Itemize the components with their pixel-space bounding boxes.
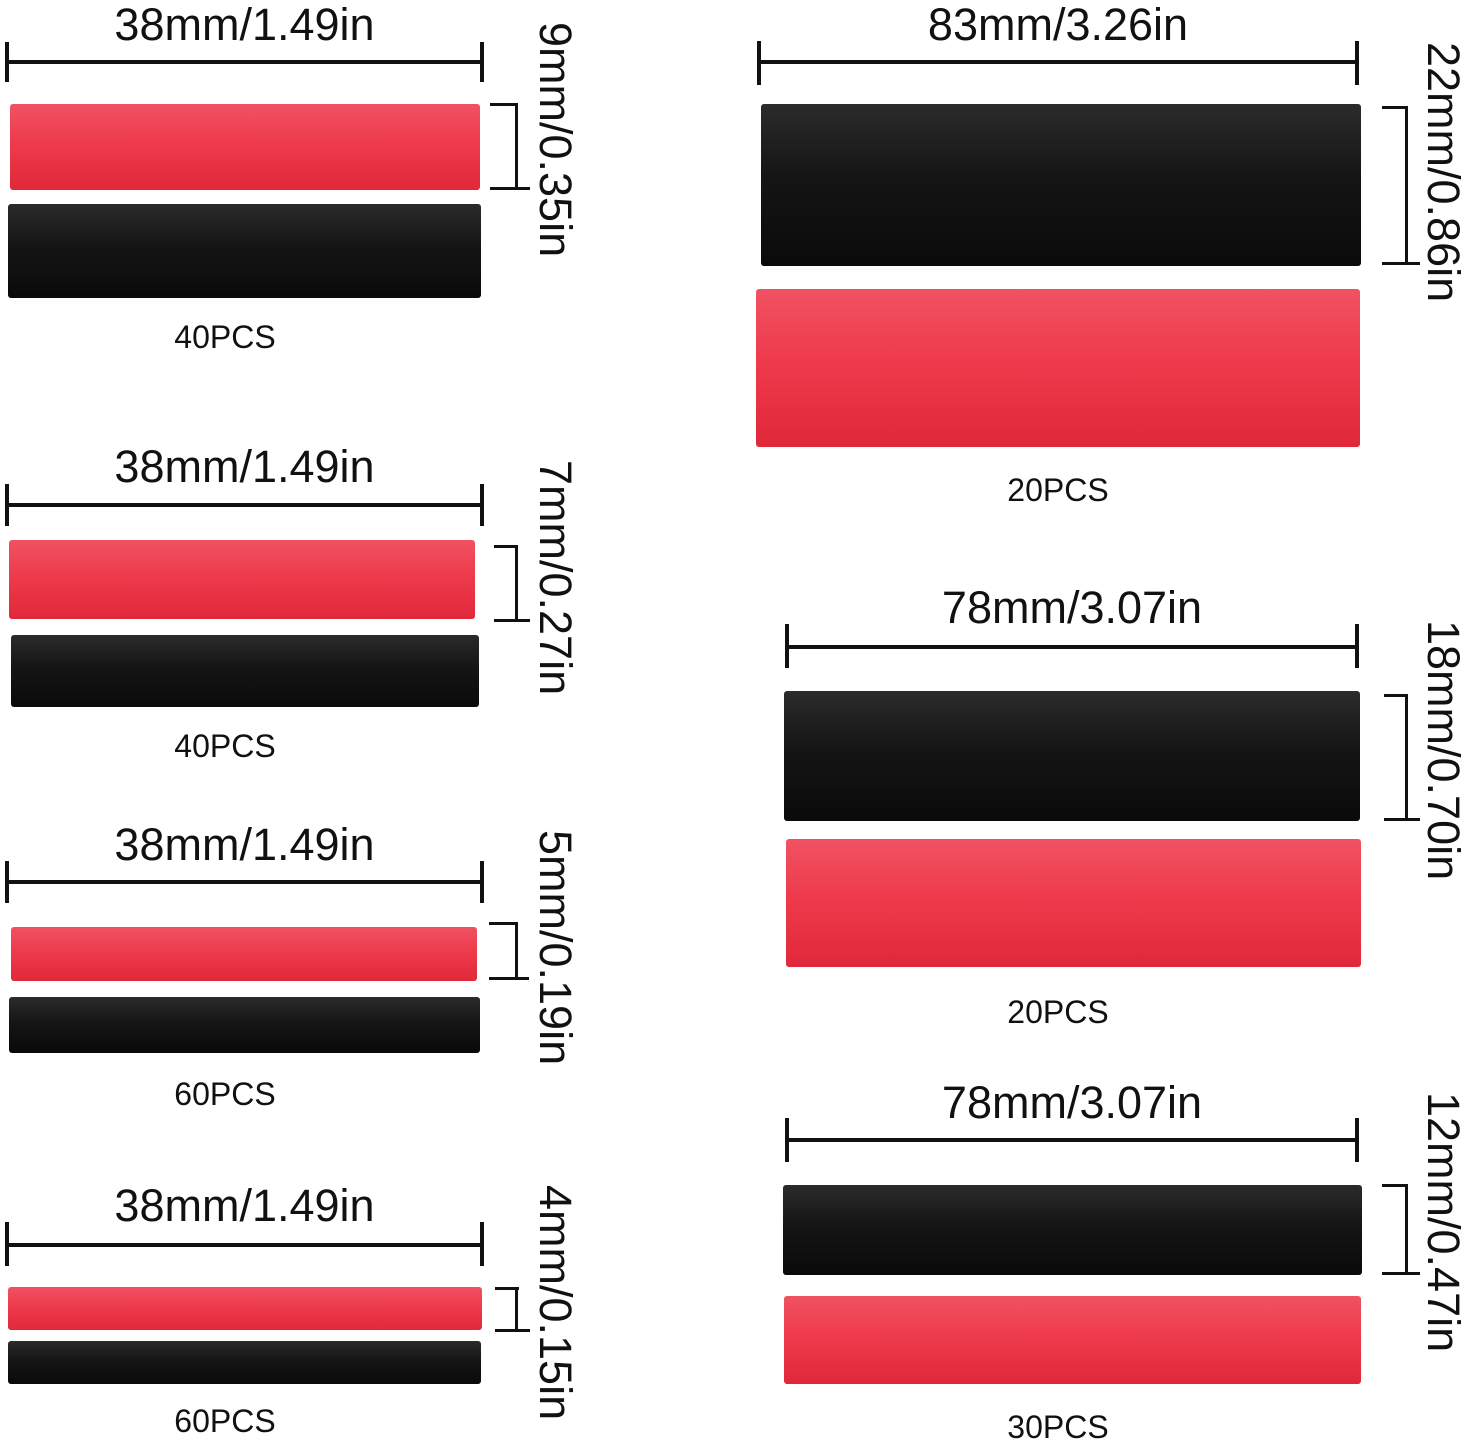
length-tick-left	[5, 1222, 9, 1266]
quantity-label: 60PCS	[174, 1403, 276, 1439]
length-label: 38mm/1.49in	[114, 441, 375, 492]
diameter-bar	[1405, 106, 1408, 264]
black-tube	[783, 1185, 1362, 1275]
diameter-tick-bottom	[489, 977, 529, 980]
length-tick-left	[5, 861, 9, 903]
length-line	[758, 60, 1358, 64]
diameter-bar	[515, 545, 518, 621]
diameter-tick-bottom	[1382, 262, 1420, 265]
diameter-tick-top	[494, 545, 518, 548]
length-tick-right	[480, 42, 484, 82]
diameter-bar	[1405, 1184, 1408, 1275]
diameter-tick-bottom	[490, 187, 530, 190]
length-tick-left	[785, 1118, 789, 1162]
length-line	[786, 645, 1358, 649]
length-label: 38mm/1.49in	[114, 1180, 375, 1231]
quantity-label: 40PCS	[174, 319, 276, 355]
black-tube	[11, 635, 479, 707]
length-label: 38mm/1.49in	[114, 819, 375, 870]
red-tube	[10, 104, 480, 190]
diameter-tick-bottom	[495, 1329, 530, 1332]
diameter-bar	[515, 922, 518, 980]
length-tick-left	[757, 41, 761, 85]
length-line	[6, 880, 483, 884]
diameter-label: 22mm/0.86in	[1418, 42, 1465, 303]
length-label: 78mm/3.07in	[941, 582, 1203, 633]
diameter-label: 7mm/0.27in	[530, 460, 581, 696]
quantity-label: 30PCS	[1007, 1409, 1109, 1445]
red-tube	[784, 1296, 1361, 1384]
length-tick-left	[785, 624, 789, 668]
diameter-tick-top	[495, 1287, 519, 1290]
black-tube	[9, 997, 480, 1053]
length-tick-left	[5, 484, 9, 526]
diameter-tick-bottom	[1384, 818, 1420, 821]
length-line	[6, 1243, 483, 1247]
quantity-label: 40PCS	[174, 728, 276, 764]
diameter-bar	[515, 1287, 518, 1332]
length-label: 83mm/3.26in	[927, 0, 1189, 50]
diameter-label: 5mm/0.19in	[530, 830, 581, 1066]
length-tick-right	[480, 1222, 484, 1266]
quantity-label: 60PCS	[174, 1076, 276, 1112]
black-tube	[784, 691, 1360, 821]
black-tube	[761, 104, 1361, 266]
diameter-bar	[515, 103, 518, 190]
length-tick-right	[480, 484, 484, 526]
diameter-label: 12mm/0.47in	[1418, 1092, 1465, 1353]
black-tube	[8, 204, 481, 298]
red-tube	[8, 1287, 482, 1330]
length-line	[786, 1138, 1358, 1142]
length-tick-right	[1355, 41, 1359, 85]
diameter-label: 9mm/0.35in	[530, 22, 581, 258]
red-tube	[9, 540, 475, 619]
red-tube	[756, 289, 1360, 447]
length-tick-right	[1355, 624, 1359, 668]
red-tube	[786, 839, 1361, 967]
quantity-label: 20PCS	[1007, 472, 1109, 508]
diameter-bar	[1405, 694, 1408, 820]
diameter-tick-top	[1384, 694, 1408, 697]
length-label: 38mm/1.49in	[114, 0, 375, 50]
length-tick-right	[480, 861, 484, 903]
diameter-tick-top	[1382, 106, 1408, 109]
red-tube	[11, 927, 477, 981]
length-tick-left	[5, 42, 9, 82]
length-line	[6, 503, 483, 507]
diameter-tick-top	[490, 103, 518, 106]
diameter-tick-bottom	[494, 619, 530, 622]
quantity-label: 20PCS	[1007, 994, 1109, 1030]
black-tube	[8, 1341, 481, 1384]
length-line	[6, 60, 483, 64]
diameter-label: 18mm/0.70in	[1418, 620, 1465, 881]
length-label: 78mm/3.07in	[941, 1077, 1203, 1128]
diameter-tick-top	[489, 922, 518, 925]
diameter-tick-bottom	[1382, 1272, 1420, 1275]
length-tick-right	[1355, 1118, 1359, 1162]
diameter-label: 4mm/0.15in	[530, 1185, 581, 1421]
diameter-tick-top	[1382, 1184, 1408, 1187]
